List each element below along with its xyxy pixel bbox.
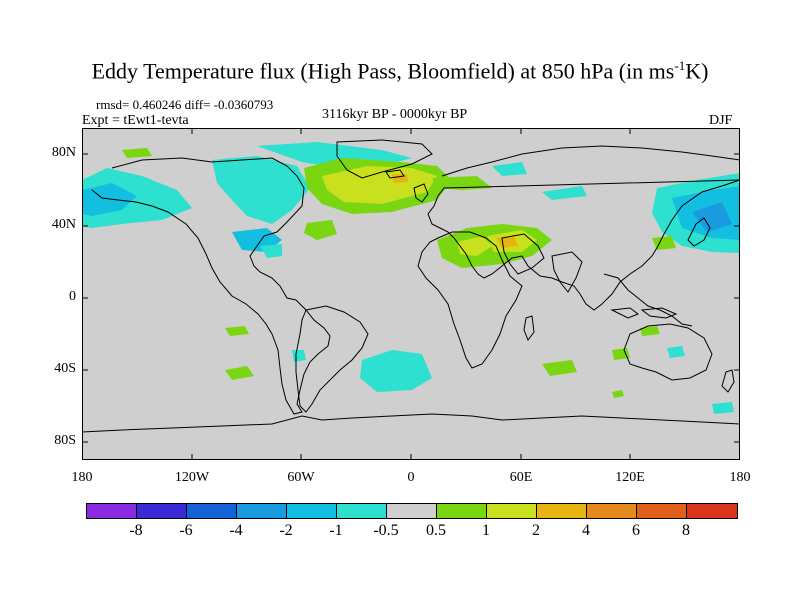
lon-label-120e: 120E bbox=[615, 470, 645, 485]
colorbar-box-3 bbox=[237, 504, 287, 518]
colorbar-box-2 bbox=[187, 504, 237, 518]
experiment-line: Expt = tEwt1-tevta bbox=[82, 113, 189, 128]
title-units: K) bbox=[685, 58, 709, 84]
anomaly-orange-arabia bbox=[496, 236, 518, 248]
anomaly-blue-canada bbox=[212, 156, 310, 224]
coastline-japan bbox=[687, 217, 711, 247]
colorbar-box-9 bbox=[537, 504, 587, 518]
anomaly-blue-nw-pacific-strong bbox=[692, 202, 732, 232]
anomaly-blue-us-gulf bbox=[260, 244, 282, 258]
lat-label-80n: 80N bbox=[51, 145, 76, 160]
colorbar-label: 8 bbox=[682, 522, 690, 539]
coastlines bbox=[82, 139, 740, 433]
colorbar-label: 0.5 bbox=[426, 522, 446, 539]
colorbar-label: -8 bbox=[129, 522, 143, 539]
map-ticks bbox=[82, 128, 740, 460]
lat-label-80s: 80S bbox=[54, 433, 76, 448]
anomaly-blue-south-america bbox=[292, 350, 306, 362]
title-superscript: -1 bbox=[674, 58, 686, 73]
coastline-greenland bbox=[336, 139, 433, 179]
anomaly-blue-south-atlantic bbox=[360, 350, 432, 392]
anomaly-green-arctic bbox=[122, 148, 152, 158]
lon-label-60w: 60W bbox=[287, 470, 315, 485]
coastline-antarctica bbox=[82, 413, 740, 433]
coastline-madagascar bbox=[523, 315, 535, 342]
colorbar-box-11 bbox=[637, 504, 687, 518]
anomaly-green-indian-ocean bbox=[542, 360, 577, 376]
coastline-australia bbox=[623, 323, 713, 381]
map-panel bbox=[82, 128, 740, 460]
anomaly-blue-australia bbox=[667, 346, 685, 358]
coastline-arabia bbox=[501, 233, 545, 275]
coastline-india bbox=[551, 251, 583, 293]
lat-label-40n: 40N bbox=[51, 217, 76, 232]
colorbar-label: -4 bbox=[229, 522, 243, 539]
period-line: 3116kyr BP - 0000kyr BP bbox=[322, 107, 468, 122]
lon-label-60e: 60E bbox=[509, 470, 533, 485]
coastline-new-zealand bbox=[721, 369, 735, 393]
colorbar-label: -2 bbox=[279, 522, 293, 539]
anomaly-fields bbox=[82, 142, 740, 414]
anomaly-blue-pacific-ne-mid bbox=[82, 183, 137, 216]
map-svg bbox=[82, 128, 740, 460]
colorbar-label: -0.5 bbox=[373, 522, 399, 539]
stats-line: rmsd= 0.460246 diff= -0.0360793 bbox=[96, 97, 274, 112]
coastline-europe-asia bbox=[427, 145, 740, 311]
anomaly-yellow-africa bbox=[457, 236, 492, 256]
anomaly-green-australia-w bbox=[612, 348, 630, 360]
colorbar-box-4 bbox=[287, 504, 337, 518]
anomaly-blue-central-asia bbox=[542, 186, 587, 200]
anomaly-blue-siberia bbox=[492, 162, 527, 176]
colorbar-box-12 bbox=[687, 504, 737, 518]
lon-label-0: 0 bbox=[407, 470, 415, 485]
anomaly-orange-atlantic bbox=[392, 174, 408, 183]
colorbar-label: 6 bbox=[632, 522, 640, 539]
colorbar bbox=[86, 503, 738, 519]
anomaly-green-south-pacific bbox=[225, 366, 254, 380]
colorbar-box-10 bbox=[587, 504, 637, 518]
season-label: DJF bbox=[709, 113, 733, 128]
colorbar-label: 2 bbox=[532, 522, 540, 539]
coastline-north-america bbox=[91, 157, 331, 415]
anomaly-green-south-america bbox=[225, 326, 249, 336]
anomaly-blue-southern-ocean bbox=[712, 402, 734, 414]
anomaly-green-s-pacific-e bbox=[640, 326, 660, 336]
colorbar-label: -6 bbox=[179, 522, 193, 539]
coastline-south-america bbox=[295, 305, 369, 413]
lat-label-0: 0 bbox=[69, 289, 76, 304]
anomaly-green-europe bbox=[432, 176, 492, 190]
colorbar-box-6 bbox=[387, 504, 437, 518]
coastline-uk bbox=[413, 183, 429, 203]
anomaly-green-southern-ocean bbox=[612, 390, 624, 398]
lon-label-180-east: 180 bbox=[729, 470, 751, 485]
coastline-iceland bbox=[385, 169, 405, 179]
colorbar-label: 1 bbox=[482, 522, 490, 539]
anomaly-yellow-atlantic bbox=[322, 166, 437, 204]
colorbar-label: -1 bbox=[329, 522, 343, 539]
lon-label-180-west: 180 bbox=[71, 470, 93, 485]
title-text: Eddy Temperature flux (High Pass, Bloomf… bbox=[91, 58, 675, 84]
plot-title: Eddy Temperature flux (High Pass, Bloomf… bbox=[0, 58, 800, 84]
colorbar-box-1 bbox=[137, 504, 187, 518]
anomaly-blue-pacific-ne bbox=[82, 168, 192, 228]
lon-label-120w: 120W bbox=[174, 470, 210, 485]
colorbar-box-8 bbox=[487, 504, 537, 518]
coastline-africa bbox=[417, 231, 523, 369]
lat-label-40s: 40S bbox=[54, 361, 76, 376]
coastline-indonesia bbox=[610, 307, 678, 319]
colorbar-box-7 bbox=[437, 504, 487, 518]
colorbar-box-5 bbox=[337, 504, 387, 518]
colorbar-label: 4 bbox=[582, 522, 590, 539]
colorbar-box-0 bbox=[87, 504, 137, 518]
coastline-se-asia bbox=[603, 273, 693, 327]
anomaly-green-mid-atlantic bbox=[304, 220, 337, 240]
